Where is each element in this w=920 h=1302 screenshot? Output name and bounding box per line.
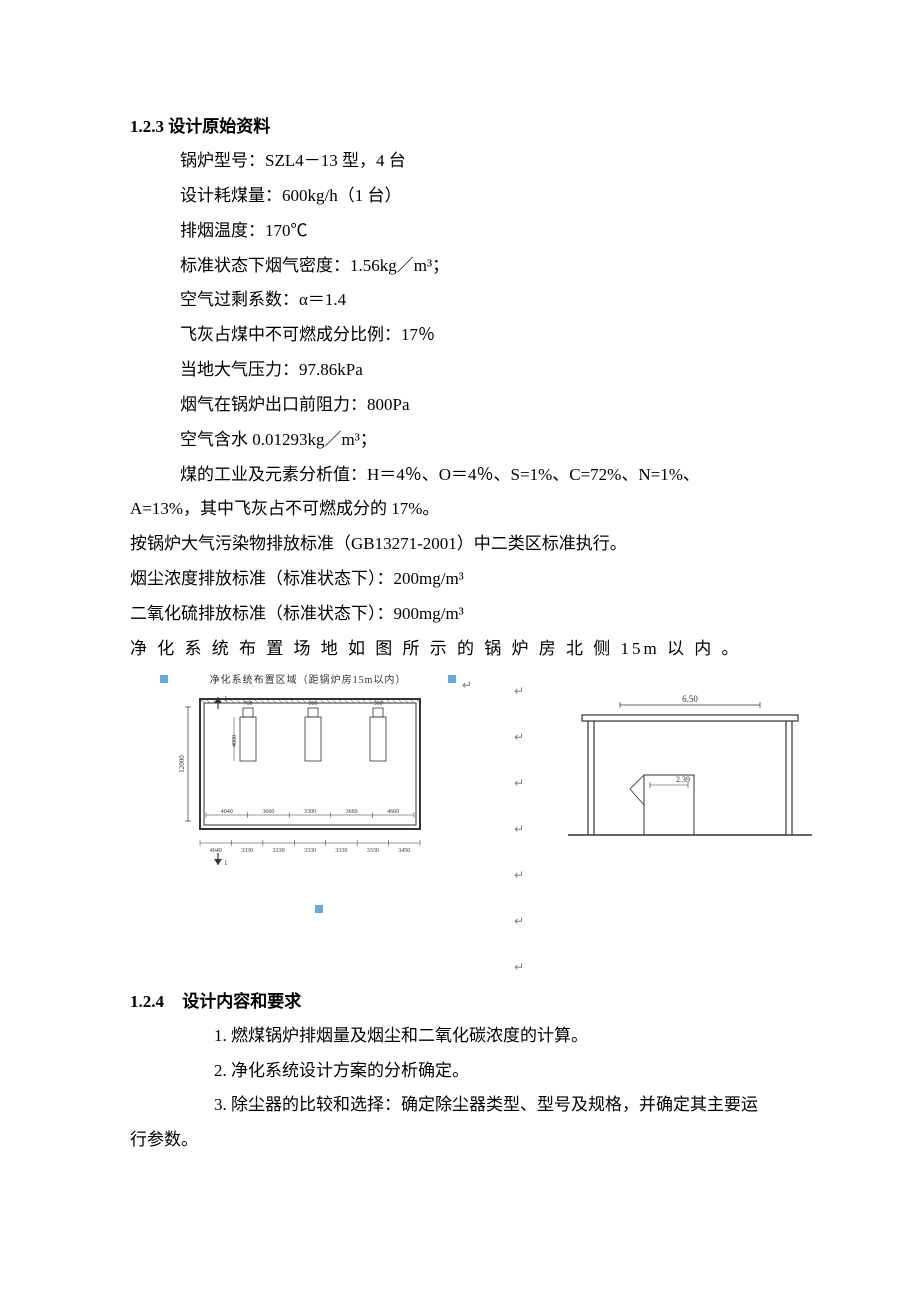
paragraph-mark-icon: ↵: [508, 815, 530, 843]
svg-text:500: 500: [374, 701, 383, 707]
tasks-list: 1. 燃煤锅炉排烟量及烟尘和二氧化碳浓度的计算。 2. 净化系统设计方案的分析确…: [130, 1019, 790, 1124]
svg-text:2.39: 2.39: [676, 775, 690, 784]
paragraph-mark-icon: ↵: [508, 769, 530, 797]
paragraph-mark-icon: ↵: [508, 723, 530, 751]
paragraph-mark-icon: ↵: [508, 677, 530, 705]
plan-figure: 净化系统布置区域（距锅炉房15m以内） 12000 1 700 600 500 4800 4…: [178, 671, 438, 893]
heading-1-2-4: 1.2.4 设计内容和要求: [130, 985, 790, 1019]
svg-text:4660: 4660: [387, 809, 399, 815]
svg-text:4040: 4040: [210, 848, 222, 854]
boiler-model: 锅炉型号：SZL4－13 型，4 台: [180, 144, 790, 179]
heading-num: 1.2.3: [130, 117, 164, 136]
std-line2: 烟尘浓度排放标准（标准状态下）：200mg/m³: [130, 562, 790, 597]
coal-analysis-b: A=13%，其中飞灰占不可燃成分的 17%。: [130, 492, 790, 527]
plan-caption: 净化系统布置区域（距锅炉房15m以内）: [178, 671, 438, 691]
outlet-res: 烟气在锅炉出口前阻力：800Pa: [180, 388, 790, 423]
svg-text:3450: 3450: [398, 848, 410, 854]
selection-handle-icon: [315, 905, 323, 913]
selection-handle-icon: [448, 675, 456, 683]
paragraph-mark-icon: ↵: [508, 907, 530, 935]
std-line3: 二氧化硫排放标准（标准状态下）：900mg/m³: [130, 597, 790, 632]
svg-text:3330: 3330: [335, 848, 347, 854]
heading-title: 设计原始资料: [168, 117, 270, 136]
paragraph-mark-icon: ↵: [456, 671, 478, 699]
svg-text:3330: 3330: [273, 848, 285, 854]
svg-text:3660: 3660: [346, 809, 358, 815]
flue-density: 标准状态下烟气密度：1.56kg／m³；: [180, 249, 790, 284]
svg-text:3330: 3330: [241, 848, 253, 854]
design-data-block: 锅炉型号：SZL4－13 型，4 台 设计耗煤量：600kg/h（1 台） 排烟…: [130, 144, 790, 492]
svg-text:4800: 4800: [232, 735, 238, 747]
svg-text:3300: 3300: [304, 809, 316, 815]
document-page: 1.2.3 设计原始资料 锅炉型号：SZL4－13 型，4 台 设计耗煤量：60…: [0, 0, 920, 1302]
svg-text:3330: 3330: [367, 848, 379, 854]
task-2: 2. 净化系统设计方案的分析确定。: [180, 1054, 790, 1089]
svg-text:3330: 3330: [304, 848, 316, 854]
paragraph-mark-icon: ↵: [508, 953, 530, 981]
svg-text:600: 600: [309, 701, 318, 707]
task-3b: 行参数。: [130, 1123, 790, 1158]
elev-figure-col: 6.50 2.39: [560, 671, 820, 845]
std-line4: 净 化 系 统 布 置 场 地 如 图 所 示 的 锅 炉 房 北 侧 15m …: [130, 632, 790, 667]
heading-title: 设计内容和要求: [182, 992, 301, 1011]
task-1: 1. 燃煤锅炉排烟量及烟尘和二氧化碳浓度的计算。: [180, 1019, 790, 1054]
coal-analysis-a: 煤的工业及元素分析值：H＝4％、O＝4％、S=1%、C=72%、N=1%、: [180, 458, 790, 493]
excess-air: 空气过剩系数：α＝1.4: [180, 283, 790, 318]
heading-num: 1.2.4: [130, 992, 164, 1011]
plan-svg: 12000 1 700 600 500 4800 4040 3660 3300 3660 4660 4…: [178, 693, 438, 893]
plan-figure-col: 净化系统布置区域（距锅炉房15m以内） 12000 1 700 600 500 4800 4…: [160, 671, 478, 925]
atm-pressure: 当地大气压力：97.86kPa: [180, 353, 790, 388]
para-marks-col: ↵ ↵ ↵ ↵ ↵ ↵ ↵: [508, 671, 530, 981]
coal-rate: 设计耗煤量：600kg/h（1 台）: [180, 179, 790, 214]
elev-svg: 6.50 2.39: [560, 685, 820, 845]
std-line1: 按锅炉大气污染物排放标准（GB13271-2001）中二类区标准执行。: [130, 527, 790, 562]
svg-text:3660: 3660: [262, 809, 274, 815]
svg-text:1: 1: [224, 695, 228, 703]
heading-1-2-3: 1.2.3 设计原始资料: [130, 110, 790, 144]
svg-text:6.50: 6.50: [682, 694, 698, 704]
svg-text:12000: 12000: [178, 754, 186, 772]
svg-text:4040: 4040: [221, 809, 233, 815]
figures-row: 净化系统布置区域（距锅炉房15m以内） 12000 1 700 600 500 4800 4…: [130, 667, 790, 985]
svg-text:700: 700: [244, 701, 253, 707]
air-moist: 空气含水 0.01293kg／m³；: [180, 423, 790, 458]
selection-handle-icon: [160, 675, 168, 683]
exhaust-temp: 排烟温度：170℃: [180, 214, 790, 249]
paragraph-mark-icon: ↵: [508, 861, 530, 889]
svg-text:1: 1: [224, 859, 228, 867]
flyash-ratio: 飞灰占煤中不可燃成分比例：17％: [180, 318, 790, 353]
task-3a: 3. 除尘器的比较和选择：确定除尘器类型、型号及规格，并确定其主要运: [180, 1088, 790, 1123]
